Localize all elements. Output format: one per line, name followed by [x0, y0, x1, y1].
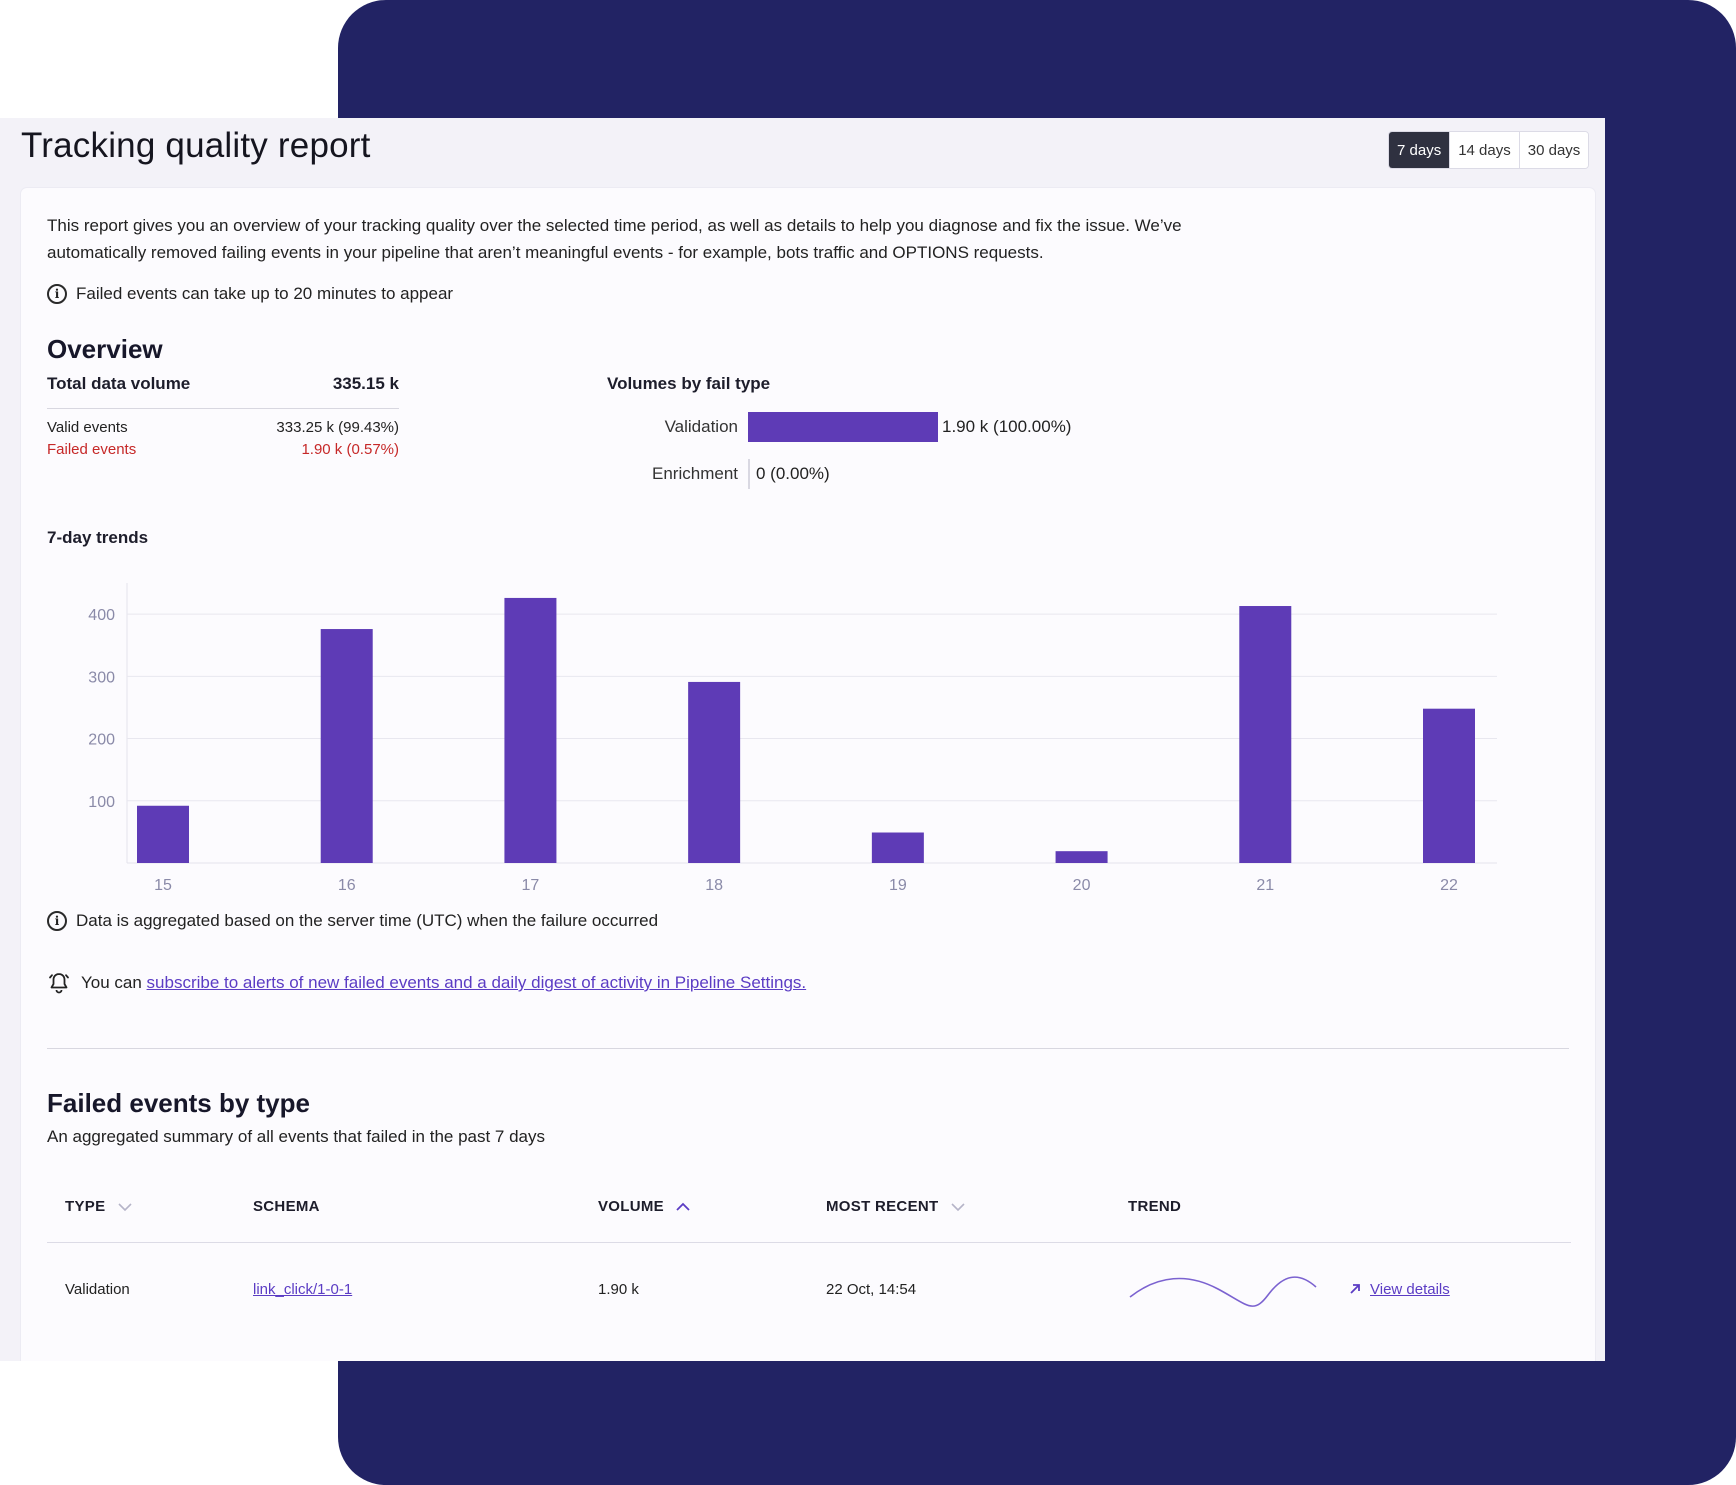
fail-type-label: Validation [664, 417, 738, 436]
column-header-schema: SCHEMA [252, 1170, 597, 1243]
report-viewport: This report gives you an overview of you… [0, 118, 1605, 1361]
valid-events-label: Valid events [47, 419, 128, 436]
cell-most-recent: 22 Oct, 14:54 [826, 1280, 917, 1298]
bell-icon [49, 973, 69, 994]
fail-type-bar [748, 412, 938, 442]
fail-type-heading: Volumes by fail type [607, 374, 771, 393]
delay-note: i Failed events can take up to 20 minute… [47, 284, 453, 304]
overview-divider [47, 408, 399, 409]
y-tick-label: 200 [88, 732, 115, 749]
total-volume-value: 335.15 k [332, 374, 399, 393]
delay-note-text: Failed events can take up to 20 minutes … [76, 284, 454, 303]
arrow-up-right-icon [1350, 1284, 1360, 1294]
x-tick-label: 21 [1256, 877, 1274, 894]
overview-totals: Total data volume 335.15 k Valid events … [47, 374, 399, 458]
trend-sparkline [1129, 1276, 1317, 1307]
trends-heading: 7-day trends [47, 528, 149, 547]
alerts-note: You can subscribe to alerts of new faile… [47, 971, 806, 995]
chevron-up-icon[interactable] [676, 1202, 691, 1212]
fail-type-row-enrichment: Enrichment 0 (0.00%) [598, 459, 830, 489]
x-tick-label: 17 [522, 877, 540, 894]
intro-text: This report gives you an overview of you… [47, 216, 1182, 262]
alerts-settings-link[interactable]: subscribe to alerts of new failed events… [146, 973, 807, 992]
range-7-days-button[interactable]: 7 days [1389, 132, 1451, 168]
failed-events-label: Failed events [47, 441, 137, 458]
alerts-note-prefix: You can [81, 973, 147, 992]
y-tick-label: 300 [88, 669, 115, 686]
failed-events-value: 1.90 k (0.57%) [301, 441, 399, 458]
failed-by-type-heading: Failed events by type [47, 1088, 310, 1118]
chart-bar [1423, 708, 1475, 863]
cell-trend: View details [1127, 1243, 1571, 1336]
x-tick-label: 20 [1073, 877, 1091, 894]
trend-bar-chart: 100 200 300 400 15 16 17 18 19 20 21 22 [88, 583, 1497, 894]
x-tick-label: 22 [1440, 877, 1458, 894]
cell-volume: 1.90 k [598, 1280, 639, 1298]
overview-heading: Overview [47, 334, 163, 364]
view-details-text[interactable]: View details [1370, 1280, 1450, 1298]
section-divider [47, 1048, 1569, 1049]
column-header-trend: TREND [1127, 1170, 1571, 1243]
fail-type-bar [748, 459, 750, 489]
fail-type-label: Enrichment [652, 464, 738, 483]
chart-bar [871, 832, 924, 863]
column-header-type[interactable]: TYPE [47, 1170, 252, 1243]
chart-bar [137, 805, 189, 863]
fail-type-value: 0 (0.00%) [756, 464, 830, 483]
table-row[interactable]: Validation link_click/1-0-1 1.90 k 22 Oc… [47, 1243, 1571, 1336]
x-tick-label: 18 [705, 877, 723, 894]
schema-link[interactable]: link_click/1-0-1 [253, 1280, 353, 1298]
valid-events-value: 333.25 k (99.43%) [276, 419, 399, 436]
chevron-down-icon[interactable] [951, 1202, 965, 1212]
report-card: This report gives you an overview of you… [21, 188, 1595, 1361]
info-icon: i [47, 284, 67, 304]
aggregation-note: i Data is aggregated based on the server… [47, 911, 658, 931]
date-range-selector: 7 days 14 days 30 days [1388, 131, 1590, 169]
y-tick-label: 100 [88, 794, 115, 811]
failed-by-type-subheading: An aggregated summary of all events that… [47, 1127, 546, 1146]
range-30-days-button[interactable]: 30 days [1519, 132, 1589, 168]
x-tick-label: 16 [338, 877, 356, 894]
view-details-link[interactable]: View details [1348, 1281, 1450, 1298]
x-tick-label: 15 [154, 877, 172, 894]
chart-bar [504, 597, 557, 863]
y-tick-label: 400 [88, 607, 115, 624]
cell-schema: link_click/1-0-1 [252, 1243, 597, 1336]
chart-bar [320, 629, 373, 863]
column-header-volume[interactable]: VOLUME [597, 1170, 825, 1243]
x-tick-label: 19 [889, 877, 907, 894]
total-volume-label: Total data volume [47, 374, 191, 393]
aggregation-note-text: Data is aggregated based on the server t… [76, 911, 659, 930]
fail-type-row-validation: Validation 1.90 k (100.00%) [598, 412, 1071, 442]
table-header-row: TYPE SCHEMA VOLUME MOST RECENT TREND [47, 1170, 1571, 1243]
chart-bar [1055, 851, 1108, 863]
column-header-most-recent[interactable]: MOST RECENT [825, 1170, 1127, 1243]
info-icon: i [47, 911, 67, 931]
chart-bar [688, 681, 741, 863]
fail-type-value: 1.90 k (100.00%) [942, 417, 1072, 436]
chart-bar [1239, 606, 1292, 863]
chevron-down-icon[interactable] [118, 1202, 132, 1212]
range-14-days-button[interactable]: 14 days [1450, 132, 1520, 168]
failed-events-table: TYPE SCHEMA VOLUME MOST RECENT TREND [47, 1170, 1571, 1335]
page-title: Tracking quality report [21, 126, 371, 165]
cell-type: Validation [65, 1280, 130, 1298]
